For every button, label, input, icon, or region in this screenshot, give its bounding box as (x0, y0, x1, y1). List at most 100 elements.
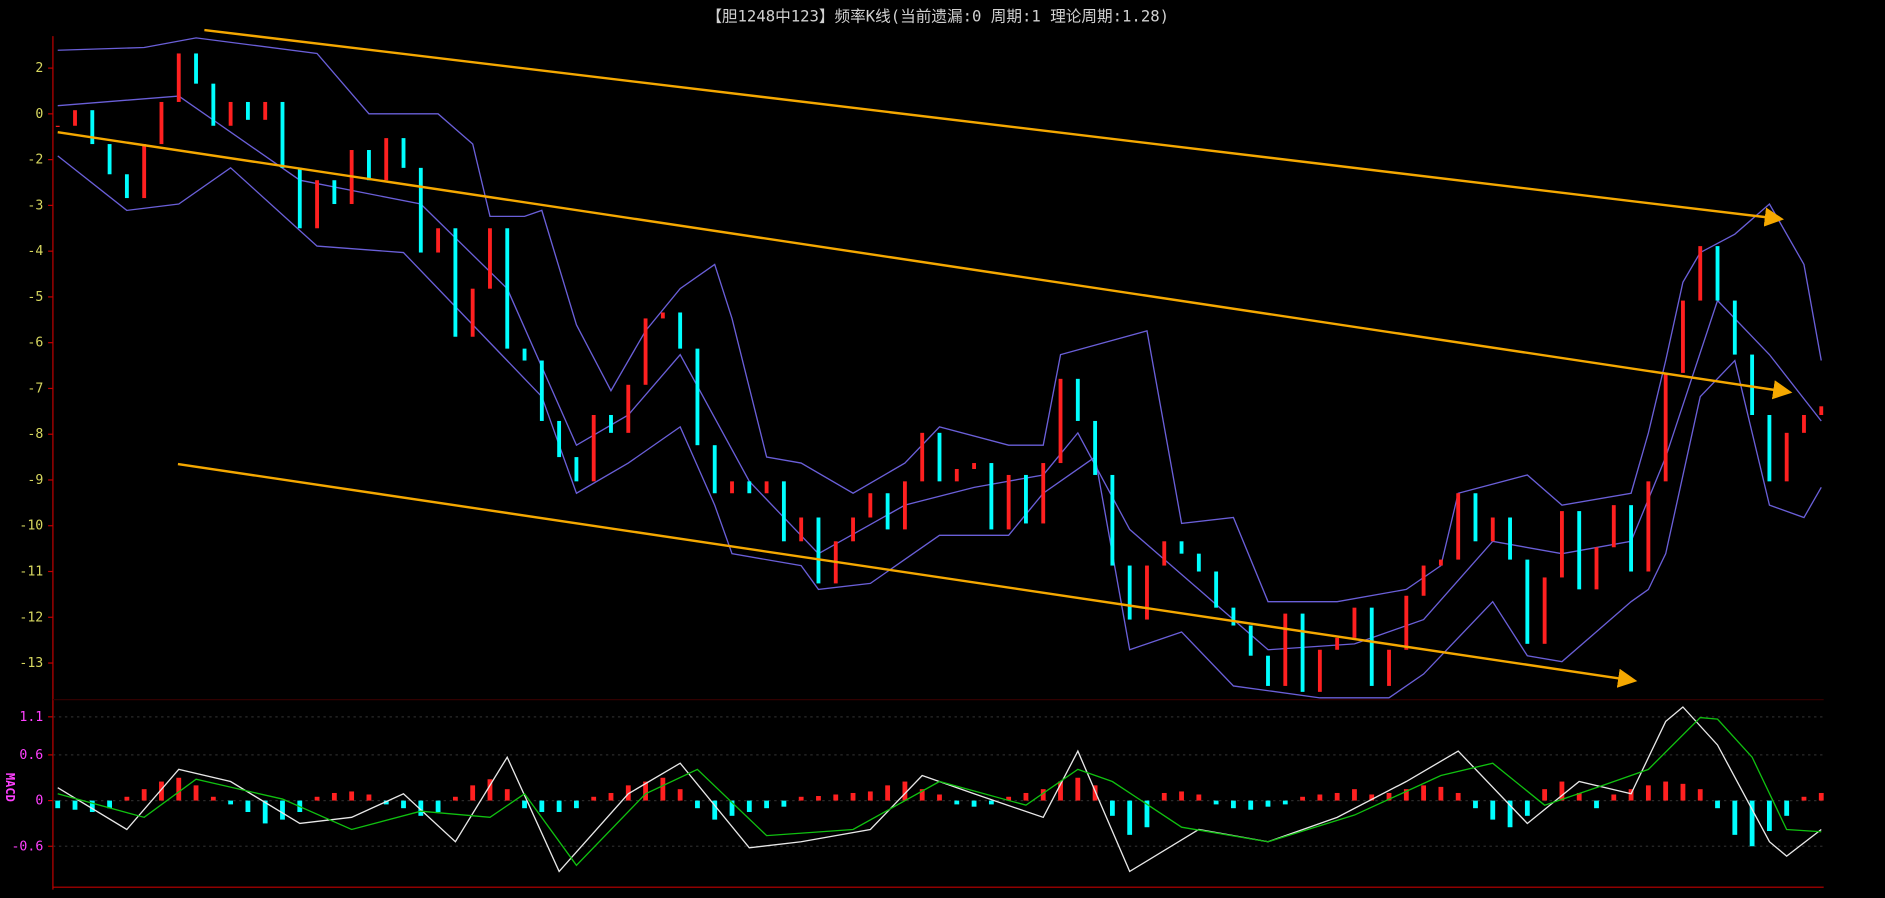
candle (522, 348, 527, 361)
candle (142, 144, 147, 199)
histogram-bar (1645, 785, 1651, 801)
histogram-bar (764, 800, 770, 809)
histogram-bar (695, 800, 700, 809)
candle (263, 101, 268, 120)
candle (1196, 553, 1201, 572)
candle (920, 432, 925, 482)
candle (1110, 474, 1115, 566)
y-tick-label: -8 (27, 427, 43, 442)
histogram-bar (435, 800, 441, 813)
histogram-bar (418, 800, 424, 816)
histogram-bar (1282, 800, 1288, 805)
trend-arrow (177, 462, 1638, 688)
candle (1559, 511, 1564, 578)
histogram-bar (262, 800, 268, 824)
candle (1145, 565, 1149, 620)
histogram-bar (1023, 792, 1029, 801)
candle (1179, 541, 1184, 554)
histogram-bar (72, 800, 78, 810)
histogram-bar (1766, 800, 1772, 832)
histogram-bar (1490, 800, 1496, 820)
histogram-bar (1006, 796, 1012, 801)
histogram-bar (522, 800, 527, 809)
histogram-bar (833, 794, 839, 801)
candle (1784, 432, 1789, 482)
y-tick-label: 1.1 (19, 710, 43, 725)
histogram-bar (1265, 800, 1271, 807)
indicator-line (57, 716, 1822, 867)
candle (660, 312, 665, 319)
histogram-bar (591, 796, 597, 801)
histogram-bar (1818, 792, 1824, 801)
candle (1715, 246, 1720, 301)
histogram-bar (1611, 794, 1617, 801)
candle (1802, 414, 1806, 433)
histogram-bar (452, 796, 458, 801)
histogram-bar (850, 792, 856, 801)
histogram-bar (1403, 789, 1409, 801)
candle (418, 167, 423, 253)
candle (1542, 577, 1547, 644)
histogram-bar (937, 794, 942, 801)
candle (1646, 481, 1651, 572)
candle (591, 414, 596, 482)
histogram-bar (383, 800, 389, 805)
plot: 2 0 -2 -3 -4 -5 -6 -7 -8 -9 -10 -11 -12 -13 1.1 0.6 0 -0.… (11, 37, 1824, 873)
candle (712, 445, 717, 494)
candle (90, 110, 95, 145)
candle (1006, 474, 1011, 530)
histogram-bar (141, 789, 147, 801)
candle (643, 318, 648, 385)
candle (1214, 571, 1219, 608)
histogram-bar (885, 785, 891, 801)
histogram-bar (1559, 781, 1565, 801)
candle (1473, 493, 1478, 542)
chart-title: 【胆1248中123】频率K线(当前遗漏:0 周期:1 理论周期:1.28) (706, 7, 1169, 25)
candle (989, 463, 994, 530)
candle (1490, 517, 1495, 542)
histogram-bar (366, 794, 372, 801)
candle (1681, 300, 1685, 373)
histogram-bar (1334, 792, 1340, 801)
candle (401, 138, 406, 168)
candle (384, 138, 389, 181)
candle (453, 228, 458, 337)
indicator-line (57, 37, 1822, 603)
histogram-bar (1248, 800, 1254, 810)
histogram-bar (1680, 783, 1686, 801)
histogram-bar (816, 796, 821, 801)
candle (1248, 625, 1253, 656)
histogram-bar (902, 781, 908, 801)
histogram-bar (746, 800, 752, 813)
candle (1663, 372, 1668, 482)
candle (799, 517, 804, 542)
candle (488, 228, 492, 289)
histogram-bar (1628, 789, 1634, 801)
candle (505, 228, 510, 349)
candle (1266, 655, 1270, 686)
candle (228, 101, 233, 126)
histogram-bar (1179, 791, 1184, 801)
candle (781, 481, 786, 542)
candle (315, 180, 319, 229)
y-tick-label: -4 (27, 244, 43, 259)
candle (1404, 595, 1409, 650)
histogram-bar (401, 800, 406, 809)
histogram-bar (1784, 800, 1790, 816)
histogram-bar (1075, 777, 1081, 801)
y-tick-label: -12 (19, 610, 43, 625)
candle (1300, 613, 1305, 692)
histogram-bar (89, 800, 95, 813)
histogram-bar (1438, 786, 1444, 801)
candle (1127, 565, 1132, 620)
histogram-bar (1663, 781, 1669, 801)
histogram-bar (1231, 800, 1236, 809)
candle (176, 53, 181, 102)
candle (1438, 559, 1443, 566)
candle (1577, 511, 1582, 590)
candle (539, 360, 544, 421)
histogram-bar (712, 800, 718, 820)
histogram-bar (1455, 792, 1461, 801)
histogram-bar (55, 800, 61, 809)
